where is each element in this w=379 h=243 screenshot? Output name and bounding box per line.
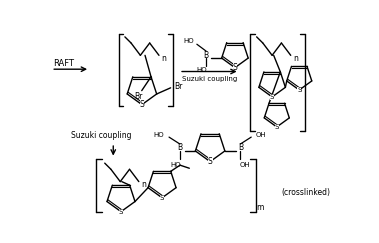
Text: RAFT: RAFT [53, 59, 75, 68]
Text: Br: Br [135, 92, 143, 101]
Text: Suzuki coupling: Suzuki coupling [182, 76, 237, 82]
Text: n: n [293, 54, 298, 63]
Text: S: S [139, 100, 144, 109]
Text: m: m [257, 203, 264, 212]
Text: S: S [119, 209, 123, 215]
Text: S: S [270, 94, 274, 100]
Text: S: S [160, 195, 164, 201]
Text: OH: OH [240, 162, 250, 168]
Text: Br: Br [174, 82, 183, 91]
Text: HO: HO [154, 132, 164, 138]
Text: HO: HO [196, 67, 207, 73]
Text: S: S [208, 157, 213, 166]
Text: B: B [204, 51, 209, 60]
Text: n: n [141, 180, 146, 189]
Text: B: B [177, 143, 182, 152]
Text: B: B [238, 143, 243, 152]
Text: S: S [233, 63, 237, 72]
Text: S: S [297, 87, 301, 93]
Text: n: n [161, 54, 166, 63]
Text: HO: HO [183, 38, 194, 44]
Text: HO: HO [170, 162, 180, 168]
Text: (crosslinked): (crosslinked) [282, 188, 330, 197]
Text: OH: OH [256, 132, 266, 138]
Text: Suzuki coupling: Suzuki coupling [70, 131, 131, 140]
Text: S: S [275, 124, 279, 130]
